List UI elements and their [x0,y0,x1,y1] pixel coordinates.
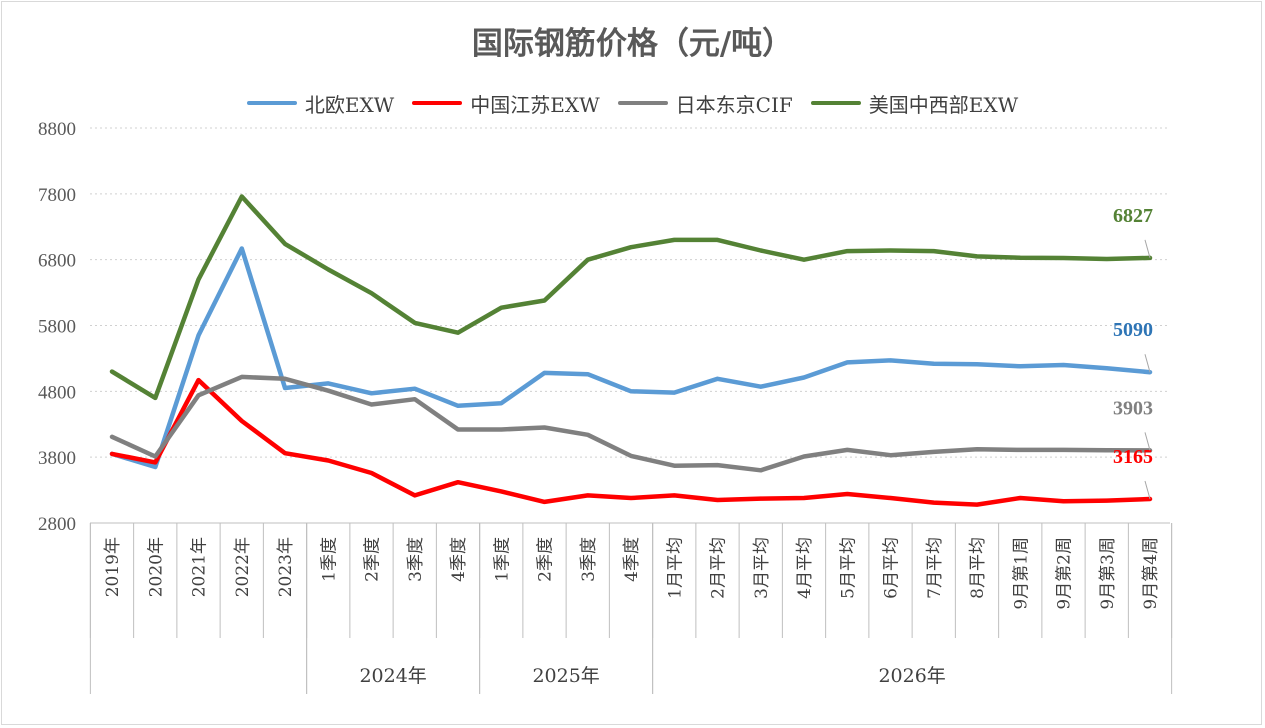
end-labels: 5090 3165 3903 6827 [1113,205,1153,500]
x-group-label: 2025年 [532,665,599,687]
x-tick-label: 3季度 [406,537,426,582]
y-tick-label: 2800 [38,514,76,535]
end-label-leader [1144,480,1151,500]
x-tick-label: 1季度 [492,537,512,582]
x-tick-label: 4季度 [622,537,642,582]
legend-item: 日本东京CIF [617,89,793,118]
legend-swatch [617,101,668,105]
x-tick-label: 4月平均 [795,537,815,599]
y-tick-label: 7800 [38,185,76,206]
legend-swatch [810,101,861,105]
legend-label: 日本东京CIF [675,92,793,117]
end-value-label: 5090 [1113,319,1153,341]
x-tick-label: 1季度 [319,537,339,582]
x-tick-label: 2021年 [190,537,210,597]
x-tick-label: 9月第3周 [1098,537,1118,610]
x-tick-label: 3月平均 [752,537,772,599]
x-tick-label: 1月平均 [665,537,685,599]
series-line [109,374,1153,473]
series-line [109,194,1153,401]
x-tick-label: 2019年 [103,537,123,597]
legend-swatch [412,101,463,105]
x-tick-label: 9月第1周 [1011,537,1031,610]
x-group-label: 2024年 [359,665,426,687]
legend-label: 中国江苏EXW [470,92,600,117]
x-axis: 2024年 2025年 2026年 2019年 2020年 2021年 2022年 2023年… [89,522,1173,694]
legend-item: 北欧EXW [246,89,395,118]
series-line [109,246,1153,470]
y-tick-label: 6800 [38,251,76,272]
x-tick-label: 2季度 [363,537,383,582]
x-tick-label: 2季度 [536,537,556,582]
end-value-label: 3903 [1113,397,1153,419]
end-label-leader [1144,239,1151,259]
legend-item: 中国江苏EXW [412,89,600,118]
x-tick-label: 9月第4周 [1141,537,1161,610]
legend-item: 美国中西部EXW [810,89,1019,118]
series-line [109,377,1153,507]
y-tick-label: 3800 [38,448,76,469]
x-group-label: 2026年 [878,665,945,687]
x-tick-label: 6月平均 [882,537,902,599]
x-tick-label: 2020年 [146,537,166,597]
x-tick-label: 2022年 [233,537,253,597]
y-tick-label: 5800 [38,317,76,338]
x-tick-label: 5月平均 [838,537,858,599]
x-tick-label: 2023年 [276,537,296,597]
end-label-leader [1144,432,1151,451]
x-tick-label: 7月平均 [925,537,945,599]
end-value-label: 3165 [1113,446,1153,468]
x-tick-label: 2月平均 [709,537,729,599]
y-tick-label: 4800 [38,382,76,403]
x-tick-label: 8月平均 [968,537,988,599]
x-tick-label: 4季度 [449,537,469,582]
end-value-label: 6827 [1113,205,1153,227]
gridlines [90,127,1170,458]
end-label-leader [1144,354,1151,373]
y-tick-label: 8800 [38,119,76,140]
x-tick-label: 9月第2周 [1055,537,1075,610]
legend-label: 北欧EXW [304,92,395,117]
y-axis: 2800 3800 4800 5800 6800 7800 8800 [38,119,76,535]
x-tick-label: 3季度 [579,537,599,582]
series-lines [109,194,1153,507]
legend-swatch [246,101,297,105]
chart-title: 国际钢筋价格（元/吨） [471,26,794,62]
legend: 北欧EXW 中国江苏EXW 日本东京CIF 美国中西部EXW [0,88,1265,118]
legend-label: 美国中西部EXW [868,92,1019,117]
